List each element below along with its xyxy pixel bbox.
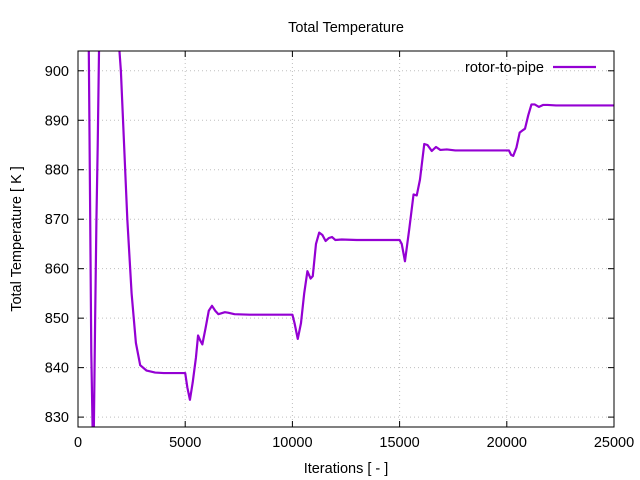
x-axis-label: Iterations [ - ] <box>304 461 389 477</box>
x-tick-label: 20000 <box>487 435 527 451</box>
y-tick-label: 880 <box>45 163 69 179</box>
chart-title: Total Temperature <box>288 20 404 36</box>
x-tick-label: 5000 <box>169 435 201 451</box>
y-tick-label: 840 <box>45 361 69 377</box>
y-tick-label: 830 <box>45 410 69 426</box>
y-axis-label: Total Temperature [ K ] <box>9 166 25 312</box>
axis-ticks: 0 5000 10000 15000 20000 25000 830 840 850 860 870… <box>45 51 634 451</box>
legend: rotor-to-pipe <box>465 60 596 76</box>
x-tick-label: 15000 <box>379 435 419 451</box>
x-tick-label: 25000 <box>594 435 634 451</box>
plot-frame <box>77 50 615 428</box>
legend-label-rotor-to-pipe: rotor-to-pipe <box>465 60 544 76</box>
series-layer <box>87 51 614 427</box>
y-tick-label: 900 <box>45 64 69 80</box>
y-tick-label: 850 <box>45 311 69 327</box>
y-tick-label: 890 <box>45 113 69 129</box>
x-tick-label: 0 <box>74 435 82 451</box>
series-line-rotor-to-pipe <box>87 51 614 427</box>
x-tick-label: 10000 <box>272 435 312 451</box>
y-tick-label: 870 <box>45 212 69 228</box>
y-tick-label: 860 <box>45 262 69 278</box>
